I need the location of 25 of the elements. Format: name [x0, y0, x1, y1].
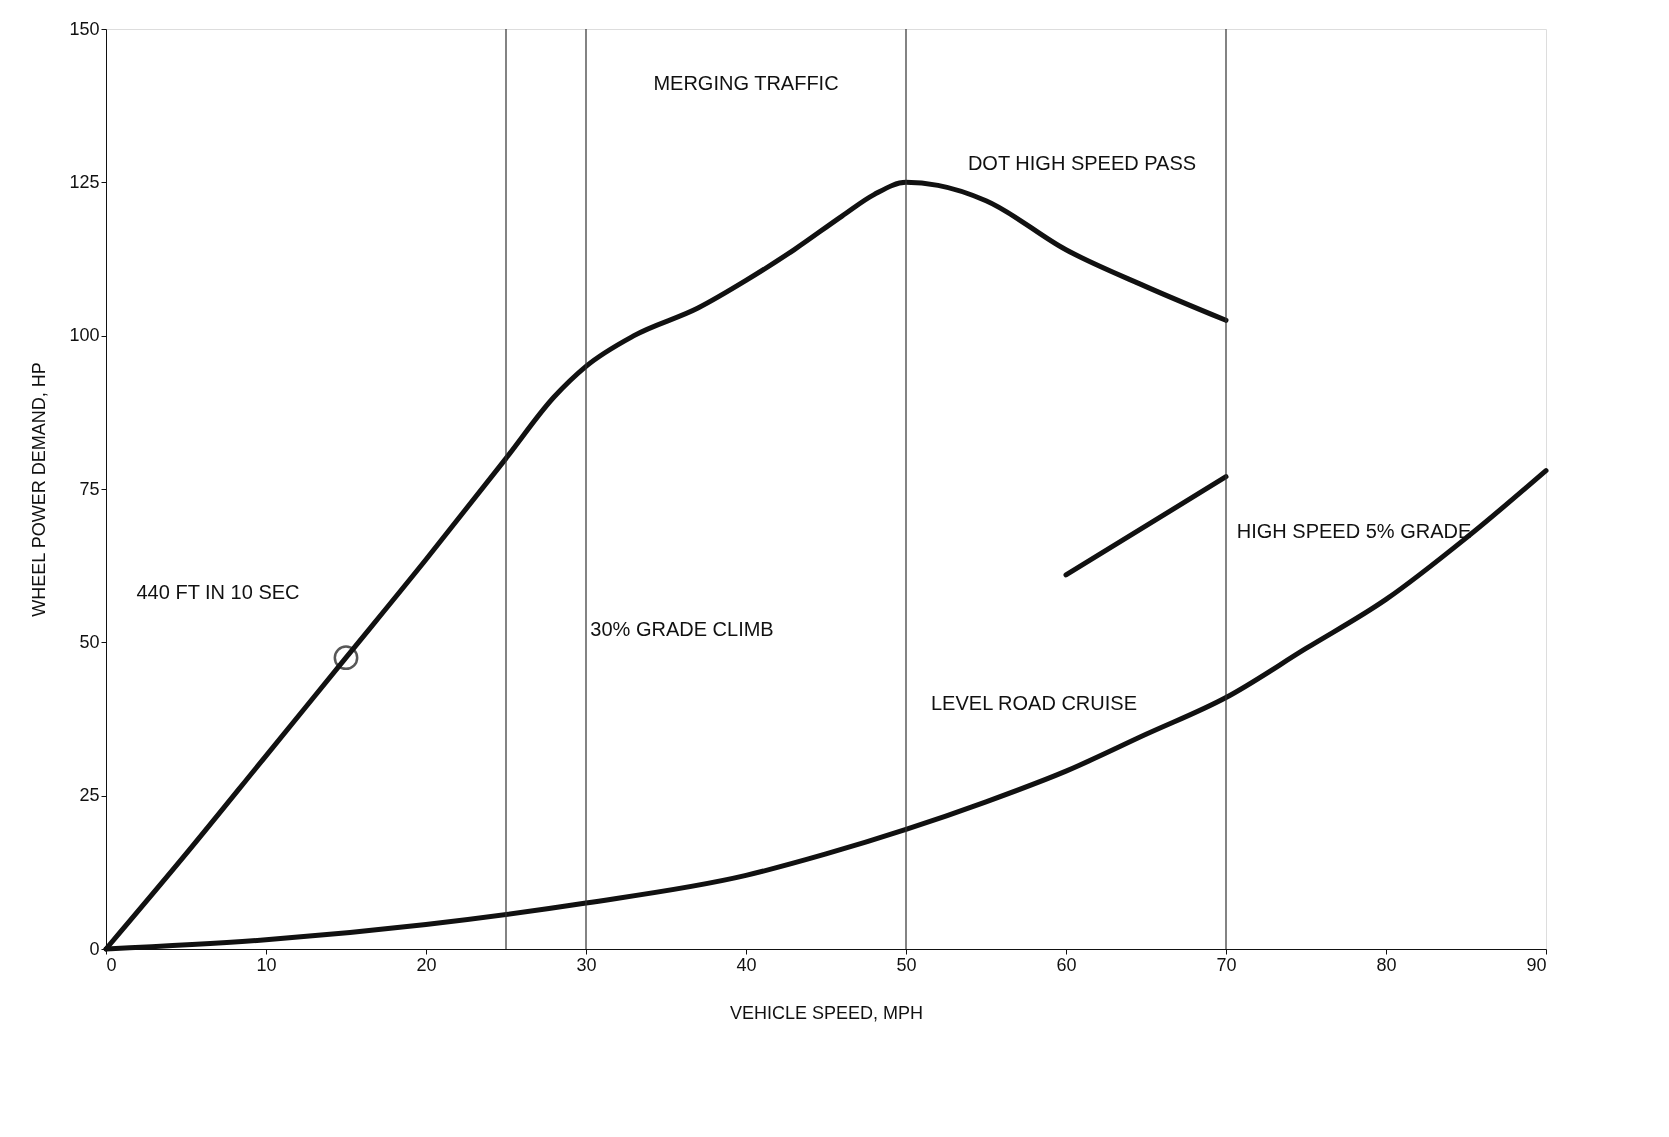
y-tick-label: 25: [79, 785, 100, 806]
y-tick-label: 75: [79, 478, 100, 499]
x-tick-label: 0: [106, 954, 117, 975]
annotation: DOT HIGH SPEED PASS: [967, 152, 1197, 174]
x-tick-label: 80: [1376, 954, 1397, 975]
annotation: HIGH SPEED 5% GRADE: [1236, 520, 1472, 542]
y-tick-label: 0: [89, 938, 100, 959]
x-tick-label: 50: [896, 954, 917, 975]
x-tick-label: 30: [576, 954, 597, 975]
y-tick-label: 150: [69, 18, 100, 39]
x-tick-label: 60: [1056, 954, 1077, 975]
x-tick-label: 40: [736, 954, 757, 975]
x-tick-label: 90: [1526, 954, 1547, 975]
y-tick-label: 100: [69, 325, 100, 346]
annotation: 440 FT IN 10 SEC: [136, 581, 300, 603]
annotation: 30% GRADE CLIMB: [590, 618, 774, 640]
y-axis-title: WHEEL POWER DEMAND, HP: [29, 362, 50, 617]
x-axis-title: VEHICLE SPEED, MPH: [729, 1002, 924, 1023]
x-tick-label: 70: [1216, 954, 1237, 975]
y-tick-label: 50: [79, 631, 100, 652]
annotation: LEVEL ROAD CRUISE: [931, 692, 1137, 714]
x-tick-label: 10: [256, 954, 277, 975]
y-tick-label: 125: [69, 171, 100, 192]
x-tick-label: 20: [416, 954, 437, 975]
annotation: MERGING TRAFFIC: [653, 72, 839, 94]
